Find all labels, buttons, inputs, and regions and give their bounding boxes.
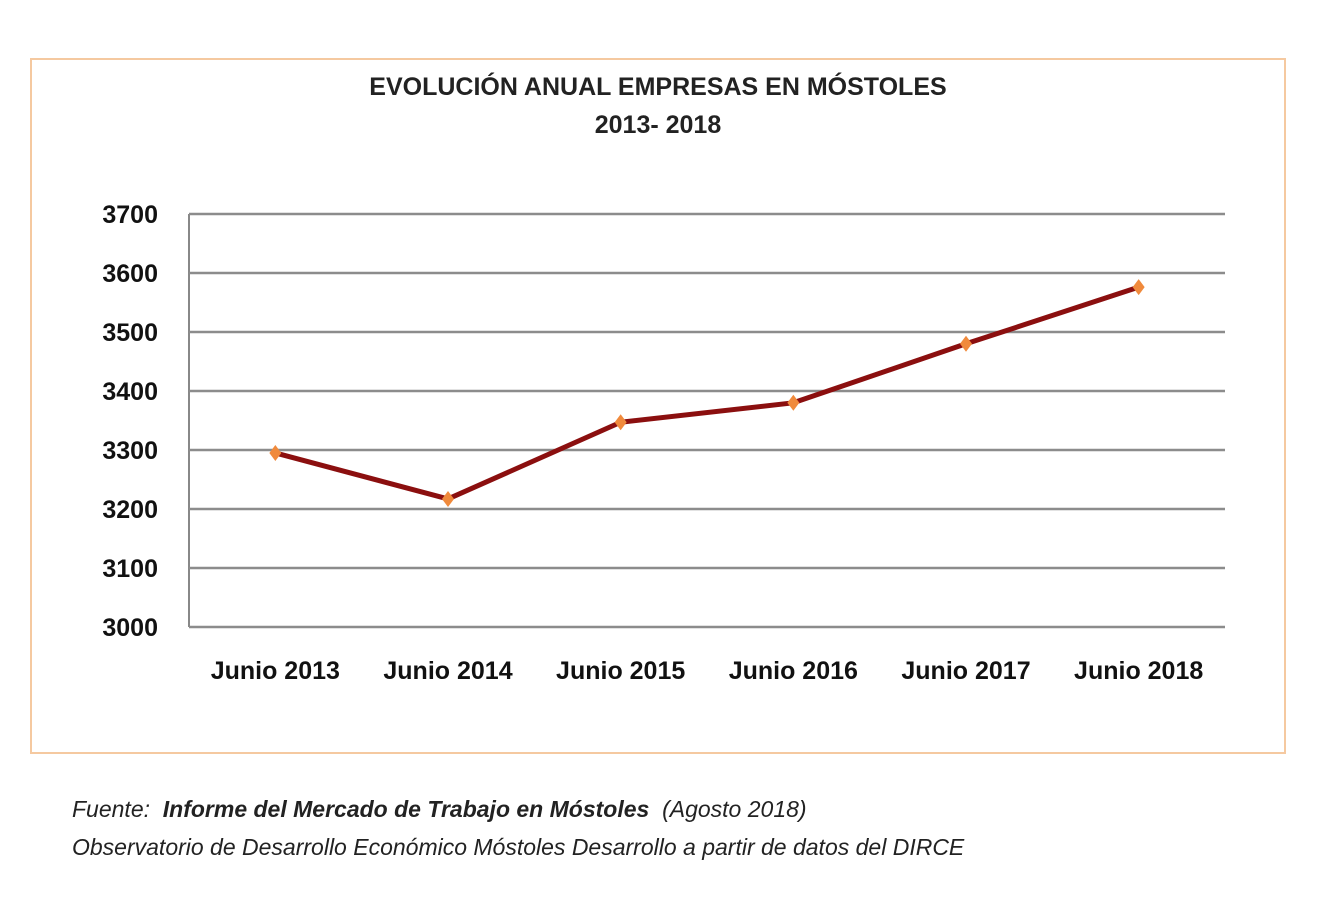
- x-tick-label: Junio 2018: [1074, 657, 1203, 685]
- data-point-marker: [1132, 279, 1145, 296]
- x-tick-label: Junio 2017: [901, 657, 1030, 685]
- source-prefix: Fuente:: [72, 796, 150, 822]
- x-tick-label: Junio 2016: [729, 657, 858, 685]
- source-line2: Observatorio de Desarrollo Económico Mós…: [72, 834, 965, 860]
- data-point-marker: [614, 414, 627, 431]
- x-tick-label: Junio 2013: [211, 657, 340, 685]
- x-tick-label: Junio 2014: [383, 657, 512, 685]
- y-tick-label: 3400: [102, 378, 158, 406]
- chart-frame: [30, 58, 1286, 754]
- y-tick-label: 3600: [102, 260, 158, 288]
- x-tick-label: Junio 2015: [556, 657, 685, 685]
- data-point-marker: [960, 335, 972, 352]
- source-date: (Agosto 2018): [662, 796, 807, 822]
- subtitle-line: 2013- 2018: [594, 111, 722, 139]
- chart-title: EVOLUCIÓN ANUAL EMPRESAS EN MÓSTOLES 201…: [0, 68, 1316, 144]
- y-tick-label: 3500: [102, 319, 158, 347]
- y-tick-label: 3700: [102, 201, 158, 229]
- title-line: EVOLUCIÓN ANUAL EMPRESAS EN MÓSTOLES: [369, 73, 947, 101]
- y-tick-label: 3000: [102, 614, 158, 642]
- y-tick-label: 3200: [102, 496, 158, 524]
- source-note: Fuente: Informe del Mercado de Trabajo e…: [72, 790, 964, 866]
- y-tick-label: 3100: [102, 555, 158, 583]
- data-point-marker: [442, 490, 454, 507]
- source-report: Informe del Mercado de Trabajo en Móstol…: [162, 796, 650, 822]
- data-point-marker: [269, 444, 282, 461]
- series-line: [274, 284, 1140, 502]
- data-point-marker: [787, 394, 800, 411]
- y-tick-label: 3300: [102, 437, 158, 465]
